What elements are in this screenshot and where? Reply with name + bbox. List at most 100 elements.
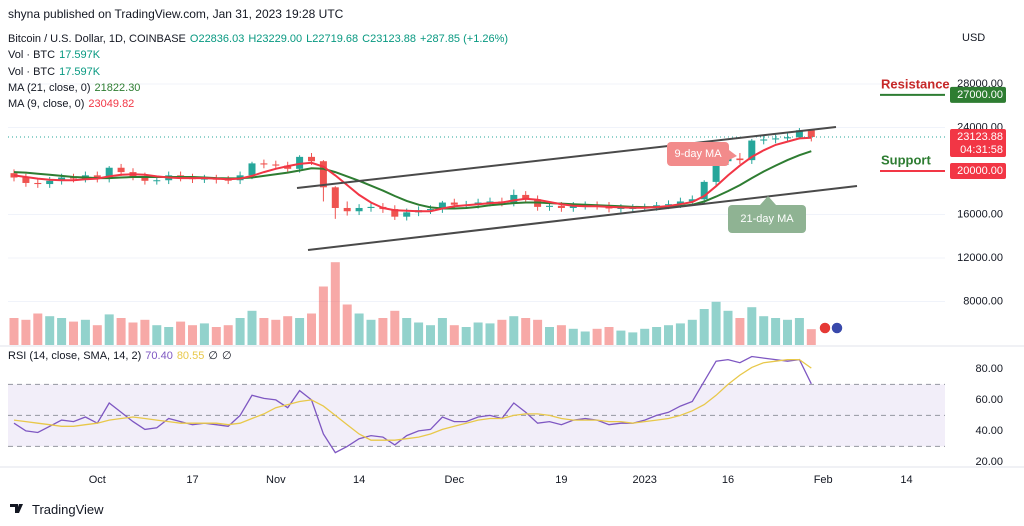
volume-bar bbox=[461, 327, 471, 345]
volume-bar bbox=[271, 319, 281, 345]
x-tick-label: 14 bbox=[900, 474, 912, 486]
candle-body bbox=[331, 187, 339, 208]
rsi-tick-label: 60.00 bbox=[975, 394, 1003, 406]
event-flag[interactable] bbox=[818, 321, 832, 335]
volume-bar bbox=[473, 322, 483, 345]
candle-body bbox=[438, 202, 446, 210]
volume-bar bbox=[497, 319, 507, 345]
candle-body bbox=[676, 201, 684, 205]
x-tick-label: Feb bbox=[814, 474, 833, 486]
candle-body bbox=[712, 161, 720, 182]
volume-bar bbox=[628, 332, 638, 345]
legend: Bitcoin / U.S. Dollar, 1D, COINBASE O2283… bbox=[8, 31, 512, 112]
volume-bar bbox=[723, 310, 733, 345]
quote: C23123.88 bbox=[362, 33, 416, 45]
volume-bar bbox=[616, 330, 626, 345]
candle-body bbox=[795, 130, 803, 138]
volume-bar bbox=[104, 314, 114, 345]
annotation: 21-day MA bbox=[740, 213, 794, 225]
candle-body bbox=[510, 194, 518, 203]
candle-body bbox=[748, 140, 756, 161]
last-price-box bbox=[950, 129, 1006, 158]
candle-body bbox=[557, 205, 565, 208]
volume-bar bbox=[759, 316, 769, 345]
volume-bar bbox=[449, 325, 459, 345]
rsi-legend: RSI (14, close, SMA, 14, 2) 70.40 80.55 ∅ ∅ bbox=[8, 348, 236, 364]
volume-bar bbox=[57, 318, 67, 345]
volume-bar bbox=[521, 318, 531, 345]
candle-body bbox=[403, 212, 411, 217]
currency: USD bbox=[962, 32, 986, 44]
candle-body bbox=[58, 177, 66, 181]
x-tick-label: Nov bbox=[266, 474, 286, 486]
legend-row: Vol · BTC 17.597K bbox=[8, 47, 512, 63]
volume-bar bbox=[414, 322, 424, 345]
candle-body bbox=[784, 137, 791, 139]
legend-name: RSI (14, close, SMA, 14, 2) bbox=[8, 350, 142, 362]
volume-bar bbox=[33, 313, 43, 345]
candle-body bbox=[117, 167, 125, 173]
annotation: 9-day MA bbox=[674, 148, 722, 160]
legend-name: Vol · BTC bbox=[8, 65, 56, 78]
footer-brand: TradingView bbox=[32, 502, 104, 517]
candle-body bbox=[141, 176, 149, 181]
volume-bar bbox=[390, 310, 400, 345]
level-name: Resistance bbox=[881, 76, 950, 91]
rsi-line bbox=[13, 355, 812, 454]
candle-body bbox=[34, 182, 42, 185]
volume-bar bbox=[426, 325, 435, 345]
legend-value: 21822.30 bbox=[94, 81, 141, 94]
byline: shyna published on TradingView.com, Jan … bbox=[8, 7, 344, 21]
volume-bar bbox=[223, 325, 233, 345]
level-label: 27000.00 bbox=[957, 89, 1003, 101]
volume-bar bbox=[128, 322, 138, 345]
volume-bar bbox=[402, 318, 412, 345]
candle-body bbox=[617, 207, 625, 209]
candle-body bbox=[760, 139, 768, 141]
legend-value: ∅ bbox=[221, 350, 232, 362]
candle-body bbox=[355, 207, 363, 212]
legend-value: 23049.82 bbox=[88, 98, 135, 111]
volume-bar bbox=[545, 327, 554, 345]
event-flag[interactable] bbox=[830, 321, 844, 335]
x-tick-label: 17 bbox=[186, 474, 198, 486]
rsi-line bbox=[13, 358, 812, 441]
level-box bbox=[950, 86, 1006, 103]
volume-bar bbox=[675, 323, 685, 345]
annotation-pointer bbox=[729, 150, 737, 160]
volume-bar bbox=[69, 321, 78, 345]
x-tick-label: 16 bbox=[722, 474, 734, 486]
channel-upper bbox=[296, 126, 837, 189]
annotation-pointer bbox=[760, 196, 776, 205]
y-tick-label: 8000.00 bbox=[963, 295, 1003, 307]
volume-bar bbox=[80, 319, 90, 345]
candle-body bbox=[391, 209, 399, 217]
chart-layers: 28000.0024000.0016000.0012000.008000.008… bbox=[8, 76, 1006, 486]
candle-body bbox=[22, 177, 30, 183]
level-name: Support bbox=[881, 152, 931, 167]
volume-bar bbox=[354, 313, 364, 345]
candle-body bbox=[224, 179, 232, 181]
rsi-tick-label: 20.00 bbox=[975, 456, 1003, 468]
x-tick-label: 19 bbox=[555, 474, 567, 486]
candle-body bbox=[569, 205, 577, 208]
volume-bar bbox=[235, 318, 245, 345]
legend-value: 80.55 bbox=[176, 350, 205, 362]
volume-bar bbox=[509, 316, 519, 345]
quote: +287.85 (+1.26%) bbox=[419, 33, 509, 45]
volume-bar bbox=[794, 318, 804, 345]
candle-body bbox=[93, 175, 101, 179]
candle-body bbox=[46, 180, 54, 185]
volume-bar bbox=[307, 313, 316, 345]
candle-body bbox=[10, 173, 18, 178]
volume-bar bbox=[176, 321, 186, 345]
volume-bar bbox=[283, 316, 293, 345]
volume-bar bbox=[437, 318, 447, 345]
candle-body bbox=[200, 178, 208, 180]
candle-body bbox=[736, 158, 744, 161]
candle-body bbox=[284, 165, 292, 169]
candle-body bbox=[343, 207, 351, 212]
symbol: Bitcoin / U.S. Dollar, 1D, COINBASE bbox=[8, 33, 186, 45]
